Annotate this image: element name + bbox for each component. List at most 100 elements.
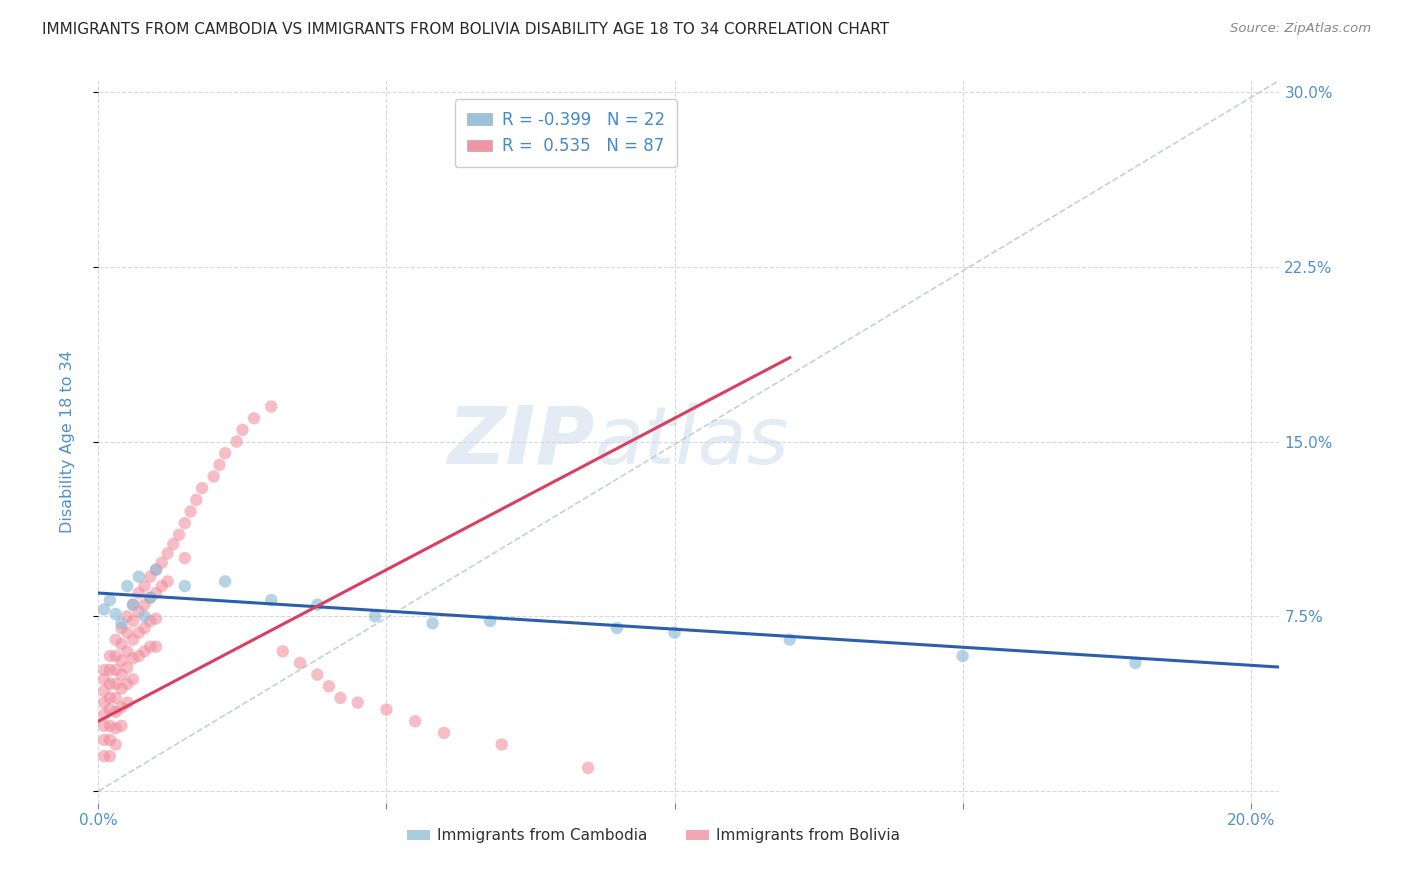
Point <box>145 563 167 577</box>
Point <box>180 504 202 518</box>
Text: Source: ZipAtlas.com: Source: ZipAtlas.com <box>1230 22 1371 36</box>
Point <box>422 616 444 631</box>
Point <box>128 586 150 600</box>
Point <box>110 681 132 696</box>
Point <box>576 761 599 775</box>
Point <box>145 640 167 654</box>
Point <box>404 714 426 729</box>
Point <box>98 677 121 691</box>
Point <box>318 679 340 693</box>
Point <box>134 644 156 658</box>
Point <box>1125 656 1147 670</box>
Point <box>110 667 132 681</box>
Point <box>134 598 156 612</box>
Point <box>479 614 502 628</box>
Point <box>104 705 127 719</box>
Point <box>122 651 145 665</box>
Point <box>307 598 329 612</box>
Point <box>93 696 115 710</box>
Point <box>128 570 150 584</box>
Point <box>307 667 329 681</box>
Point <box>186 492 208 507</box>
Point <box>110 637 132 651</box>
Point <box>115 579 138 593</box>
Point <box>98 663 121 677</box>
Point <box>115 644 138 658</box>
Point <box>122 598 145 612</box>
Point <box>104 677 127 691</box>
Point <box>329 690 352 705</box>
Point <box>128 605 150 619</box>
Point <box>122 598 145 612</box>
Point <box>104 738 127 752</box>
Point <box>104 648 127 663</box>
Point <box>104 607 127 621</box>
Point <box>202 469 225 483</box>
Point <box>110 654 132 668</box>
Point <box>173 516 195 530</box>
Point <box>134 621 156 635</box>
Point <box>98 719 121 733</box>
Point <box>134 609 156 624</box>
Point <box>122 673 145 687</box>
Point <box>93 602 115 616</box>
Point <box>173 551 195 566</box>
Point <box>139 591 162 605</box>
Point <box>115 660 138 674</box>
Point <box>110 700 132 714</box>
Text: ZIP: ZIP <box>447 402 595 481</box>
Point <box>134 579 156 593</box>
Point <box>93 749 115 764</box>
Point <box>98 749 121 764</box>
Point <box>139 614 162 628</box>
Point <box>606 621 628 635</box>
Point <box>364 609 387 624</box>
Text: atlas: atlas <box>595 402 789 481</box>
Point <box>98 702 121 716</box>
Point <box>128 625 150 640</box>
Point <box>231 423 253 437</box>
Point <box>271 644 294 658</box>
Point <box>93 673 115 687</box>
Point <box>173 579 195 593</box>
Point <box>288 656 311 670</box>
Point <box>191 481 214 495</box>
Point <box>104 663 127 677</box>
Point <box>952 648 974 663</box>
Point <box>110 719 132 733</box>
Point <box>145 586 167 600</box>
Point <box>115 625 138 640</box>
Point <box>93 663 115 677</box>
Point <box>139 591 162 605</box>
Point <box>260 593 283 607</box>
Point <box>346 696 368 710</box>
Point <box>243 411 266 425</box>
Point <box>98 593 121 607</box>
Point <box>139 570 162 584</box>
Point <box>98 648 121 663</box>
Point <box>104 690 127 705</box>
Point <box>110 621 132 635</box>
Point <box>433 726 456 740</box>
Point <box>162 537 184 551</box>
Point <box>122 632 145 647</box>
Point <box>491 738 513 752</box>
Point <box>110 616 132 631</box>
Point <box>664 625 686 640</box>
Point <box>145 612 167 626</box>
Point <box>156 574 179 589</box>
Point <box>98 690 121 705</box>
Legend: Immigrants from Cambodia, Immigrants from Bolivia: Immigrants from Cambodia, Immigrants fro… <box>401 822 907 849</box>
Point <box>115 696 138 710</box>
Point <box>115 677 138 691</box>
Point <box>104 632 127 647</box>
Point <box>93 684 115 698</box>
Point <box>139 640 162 654</box>
Point <box>167 528 190 542</box>
Point <box>93 732 115 747</box>
Point <box>128 648 150 663</box>
Point <box>98 732 121 747</box>
Point <box>225 434 247 449</box>
Point <box>122 614 145 628</box>
Point <box>145 563 167 577</box>
